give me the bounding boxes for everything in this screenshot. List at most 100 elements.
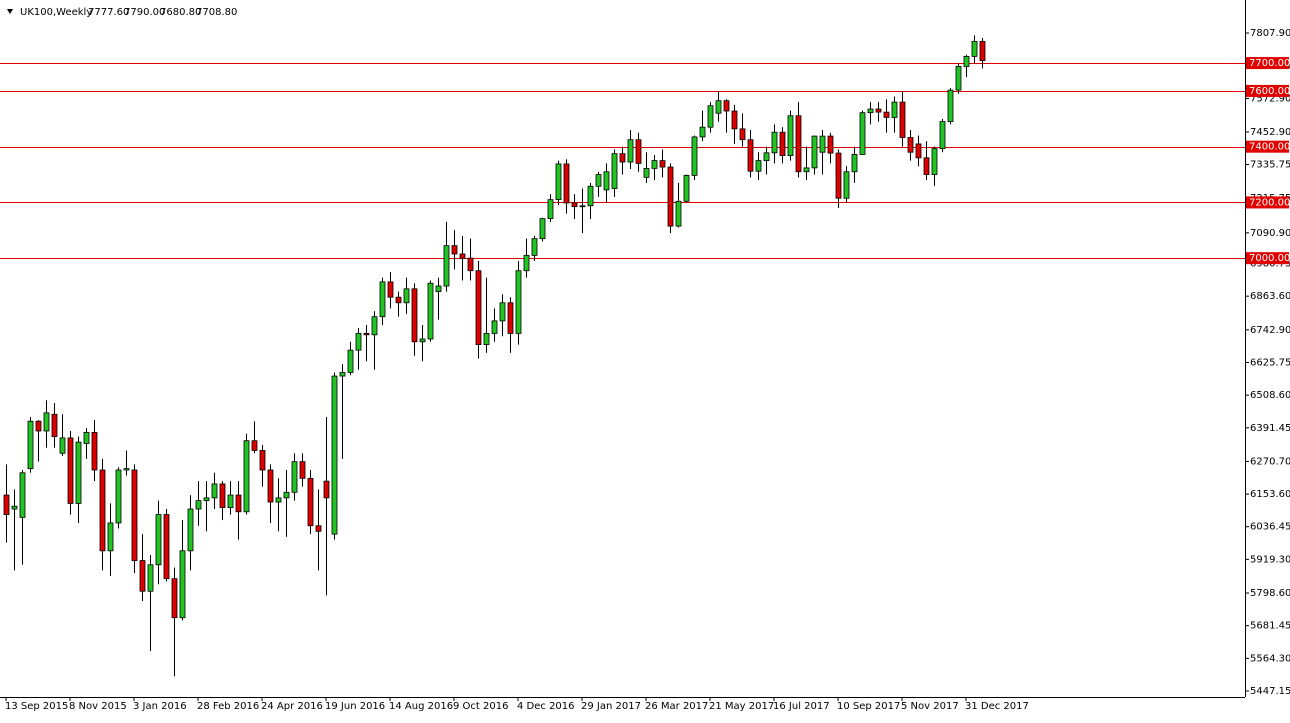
candle-body [299,461,306,479]
x-tick-label: 3 Jan 2016 [133,701,187,712]
y-tick-label: 7807.90 [1250,28,1290,39]
candle-body [227,494,234,509]
y-tick-label: 7335.75 [1250,160,1290,171]
candle-body [883,111,890,118]
candle-body [627,139,634,163]
candle-body [251,440,258,451]
level-label-box [1246,252,1289,265]
x-tick-label: 5 Nov 2017 [901,701,959,712]
header-low: 7680.80 [160,7,201,18]
x-tick-label: 16 Jul 2017 [773,701,830,712]
candle-body [779,131,786,157]
y-tick-label: 6625.75 [1250,357,1290,368]
candle-body [827,135,834,154]
candle-body [75,441,82,504]
candle-body [19,472,26,518]
x-tick-label: 19 Jun 2016 [325,701,385,712]
candle-body [419,338,426,343]
candle-body [499,302,506,322]
candle-body [43,412,50,432]
candle-body [555,163,562,201]
x-tick-label: 24 Apr 2016 [261,701,323,712]
candle-body [851,154,858,173]
candle-body [939,121,946,150]
candle-body [203,497,210,502]
candle-body [835,152,842,199]
candle-body [899,101,906,138]
candle-body [483,333,490,345]
candle-body [27,420,34,469]
y-tick-label: 6270.70 [1250,456,1290,467]
candle-body [283,491,290,499]
candle-body [947,89,954,123]
y-tick-label: 7572.90 [1250,93,1290,104]
candle-body [459,253,466,259]
level-label: 7200.00 [1249,197,1290,208]
candle-body [867,108,874,114]
candle-body [795,115,802,173]
level-label-box [1246,57,1289,70]
candle-body [531,238,538,256]
level-label: 7700.00 [1249,58,1290,69]
candle-body [323,480,330,499]
candle-body [507,302,514,334]
candle-body [35,420,42,432]
candle-body [843,171,850,199]
candle-body [723,100,730,112]
candle-body [211,483,218,499]
candle-body [699,126,706,138]
candle-body [339,372,346,377]
candle-body [755,160,762,172]
x-tick-label: 13 Sep 2015 [5,701,68,712]
candle-body [291,461,298,493]
level-label-box [1246,196,1289,209]
x-tick-label: 26 Mar 2017 [645,701,708,712]
level-label: 7000.00 [1249,253,1290,264]
candle-body [171,578,178,619]
candle-body [955,66,962,91]
chart-title: UK100,Weekly [20,7,92,18]
candle-body [235,494,242,513]
x-tick-label: 4 Dec 2016 [517,701,575,712]
candle-body [643,168,650,178]
y-tick-label: 7452.90 [1250,127,1290,138]
y-tick-label: 7090.90 [1250,228,1290,239]
candle-body [667,166,674,227]
candle-body [603,171,610,191]
candle-body [411,288,418,343]
candle-body [771,131,778,154]
y-tick-label: 5447.15 [1250,686,1290,697]
candle-body [763,152,770,162]
candle-body [619,153,626,163]
y-tick-label: 5564.30 [1250,653,1290,664]
candle-body [819,135,826,153]
y-tick-label: 6508.60 [1250,390,1290,401]
candle-body [659,160,666,168]
candle-body [347,349,354,373]
candle-body [467,257,474,272]
level-label: 7400.00 [1249,142,1290,153]
candle-body [891,101,898,118]
header-high: 7790.00 [124,7,165,18]
candle-body [747,139,754,172]
candle-body [155,514,162,566]
candle-body [963,55,970,67]
candle-body [515,270,522,334]
x-tick-label: 28 Feb 2016 [197,701,259,712]
candle-body [219,483,226,509]
y-tick-label: 5919.30 [1250,554,1290,565]
candle-body [51,413,58,437]
menu-arrow [7,9,13,14]
candle-body [803,167,810,173]
candle-body [547,199,554,219]
x-tick-label: 10 Sep 2017 [837,701,900,712]
y-tick-label: 5681.45 [1250,621,1290,632]
candle-body [523,254,530,272]
x-tick-label: 8 Nov 2015 [69,701,127,712]
candle-body [315,525,322,532]
candle-body [931,148,938,175]
candle-body [683,174,690,202]
candle-body [123,468,130,471]
